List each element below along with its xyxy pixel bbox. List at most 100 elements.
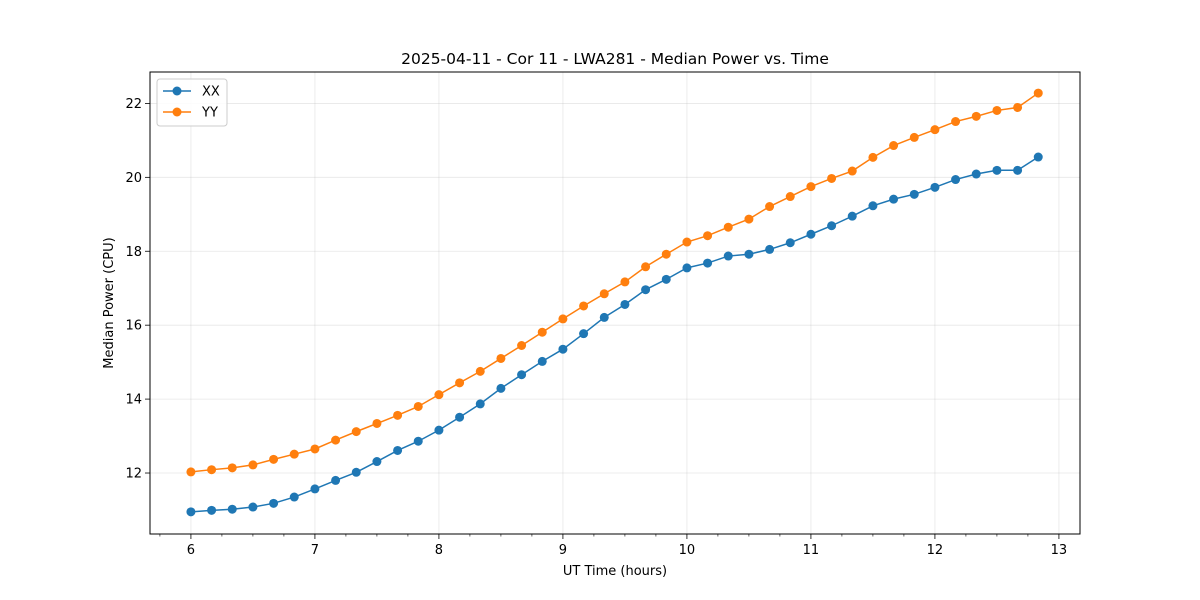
data-point-xx bbox=[703, 258, 713, 268]
data-point-xx bbox=[413, 436, 423, 446]
x-tick-label: 6 bbox=[187, 543, 195, 558]
y-tick-label: 16 bbox=[125, 319, 142, 334]
data-point-yy bbox=[393, 410, 403, 420]
data-point-xx bbox=[868, 201, 878, 211]
data-point-xx bbox=[847, 211, 857, 221]
data-point-xx bbox=[496, 383, 506, 393]
legend-label-yy: YY bbox=[201, 106, 218, 121]
data-point-yy bbox=[227, 463, 237, 473]
data-point-yy bbox=[703, 231, 713, 241]
data-point-xx bbox=[1033, 152, 1043, 162]
data-point-xx bbox=[682, 263, 692, 273]
x-tick-label: 12 bbox=[927, 543, 944, 558]
data-point-yy bbox=[475, 366, 485, 376]
data-point-xx bbox=[455, 412, 465, 422]
data-point-xx bbox=[992, 165, 1002, 175]
data-point-xx bbox=[289, 492, 299, 502]
data-point-yy bbox=[827, 173, 837, 183]
data-point-yy bbox=[744, 214, 754, 224]
data-point-yy bbox=[558, 314, 568, 324]
data-point-xx bbox=[806, 229, 816, 239]
data-point-xx bbox=[971, 169, 981, 179]
data-point-yy bbox=[682, 237, 692, 247]
data-point-yy bbox=[971, 111, 981, 121]
data-point-xx bbox=[1013, 165, 1023, 175]
data-point-xx bbox=[827, 221, 837, 231]
data-point-yy bbox=[186, 467, 196, 477]
y-tick-label: 18 bbox=[125, 245, 142, 260]
data-point-yy bbox=[889, 141, 899, 151]
data-point-xx bbox=[579, 329, 589, 339]
plot-frame bbox=[149, 71, 1081, 535]
ticks: 6 7 8 9 10 11 12 13 12 14 16 18 20 22 bbox=[125, 97, 1067, 558]
data-point-xx bbox=[889, 194, 899, 204]
data-point-xx bbox=[785, 238, 795, 248]
data-point-xx bbox=[744, 249, 754, 259]
data-point-yy bbox=[496, 353, 506, 363]
data-point-xx bbox=[641, 285, 651, 295]
data-point-yy bbox=[661, 249, 671, 259]
chart-title: 2025-04-11 - Cor 11 - LWA281 - Median Po… bbox=[401, 50, 829, 68]
data-point-yy bbox=[413, 401, 423, 411]
y-tick-label: 22 bbox=[125, 97, 142, 112]
x-tick-label: 11 bbox=[803, 543, 820, 558]
data-point-xx bbox=[930, 182, 940, 192]
data-point-yy bbox=[806, 182, 816, 192]
data-point-yy bbox=[517, 341, 527, 351]
data-point-xx bbox=[186, 507, 196, 517]
data-point-xx bbox=[537, 356, 547, 366]
data-point-yy bbox=[372, 418, 382, 428]
data-point-yy bbox=[289, 449, 299, 459]
x-tick-label: 9 bbox=[559, 543, 567, 558]
data-point-yy bbox=[785, 192, 795, 202]
data-point-xx bbox=[248, 502, 258, 512]
data-point-yy bbox=[269, 454, 279, 464]
data-point-xx bbox=[393, 445, 403, 455]
data-point-xx bbox=[765, 244, 775, 254]
data-point-xx bbox=[517, 370, 527, 380]
data-point-xx bbox=[207, 505, 217, 515]
data-point-yy bbox=[909, 132, 919, 142]
data-point-yy bbox=[951, 117, 961, 127]
data-point-yy bbox=[248, 460, 258, 470]
y-axis-label: Median Power (CPU) bbox=[102, 237, 117, 368]
data-point-xx bbox=[372, 457, 382, 467]
data-point-xx bbox=[599, 312, 609, 322]
data-point-xx bbox=[951, 175, 961, 185]
data-point-xx bbox=[723, 251, 733, 261]
x-tick-label: 10 bbox=[679, 543, 696, 558]
data-point-yy bbox=[992, 105, 1002, 115]
data-point-xx bbox=[434, 425, 444, 435]
legend-label-xx: XX bbox=[202, 85, 220, 100]
data-point-yy bbox=[930, 125, 940, 135]
y-tick-label: 20 bbox=[125, 171, 142, 186]
data-point-yy bbox=[620, 277, 630, 287]
data-point-xx bbox=[620, 299, 630, 309]
data-point-yy bbox=[351, 427, 361, 437]
legend: XX YY bbox=[156, 78, 228, 127]
data-point-yy bbox=[847, 166, 857, 176]
data-point-yy bbox=[599, 289, 609, 299]
data-point-yy bbox=[723, 222, 733, 232]
series-group bbox=[186, 88, 1043, 517]
data-point-yy bbox=[641, 262, 651, 272]
x-tick-label: 7 bbox=[311, 543, 319, 558]
legend-marker-yy bbox=[172, 107, 182, 117]
data-point-xx bbox=[227, 504, 237, 514]
x-axis-label: UT Time (hours) bbox=[563, 564, 667, 579]
data-point-yy bbox=[310, 444, 320, 454]
data-point-xx bbox=[475, 399, 485, 409]
data-point-yy bbox=[455, 378, 465, 388]
data-point-yy bbox=[331, 435, 341, 445]
data-point-xx bbox=[661, 274, 671, 284]
data-point-xx bbox=[310, 484, 320, 494]
y-tick-label: 12 bbox=[125, 467, 142, 482]
data-point-yy bbox=[1013, 102, 1023, 112]
data-point-yy bbox=[868, 152, 878, 162]
data-point-xx bbox=[269, 498, 279, 508]
grid bbox=[150, 72, 1080, 534]
x-tick-label: 13 bbox=[1051, 543, 1068, 558]
data-point-yy bbox=[434, 390, 444, 400]
data-point-xx bbox=[909, 189, 919, 199]
